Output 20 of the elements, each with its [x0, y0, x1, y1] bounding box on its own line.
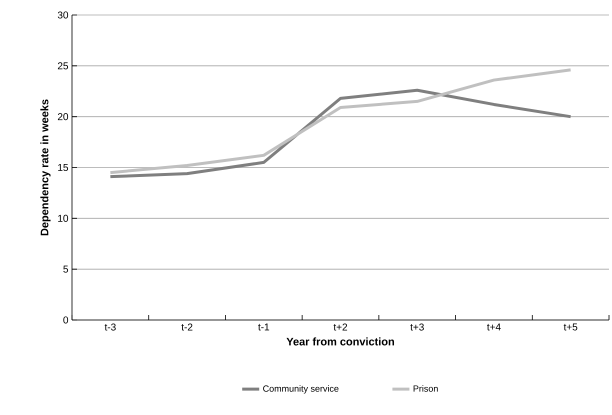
y-tick-label: 5	[63, 266, 68, 273]
x-tick-label: t-2	[181, 324, 192, 331]
x-tick-label: t+2	[334, 324, 348, 331]
line-series	[108, 88, 572, 178]
x-tick-label: t+5	[564, 324, 578, 330]
x-axis-title: Year from conviction	[286, 337, 394, 346]
x-tick-label: t-1	[258, 324, 270, 330]
y-axis-title: Dependency rate in weeks	[40, 99, 51, 236]
y-tick-label: 15	[58, 164, 68, 171]
legend-label: Prison	[414, 385, 438, 392]
x-tick-label: t-3	[104, 324, 116, 331]
legend-label: Community service	[263, 385, 339, 394]
line-series	[108, 68, 572, 174]
x-tick-label: t+4	[487, 324, 501, 330]
y-tick-label: 0	[63, 316, 68, 324]
y-tick-label: 30	[58, 11, 68, 19]
y-tick-label: 20	[58, 113, 68, 120]
x-tick-label: t+3	[410, 324, 424, 331]
y-tick-label: 25	[58, 62, 68, 70]
y-tick-label: 10	[58, 214, 68, 222]
